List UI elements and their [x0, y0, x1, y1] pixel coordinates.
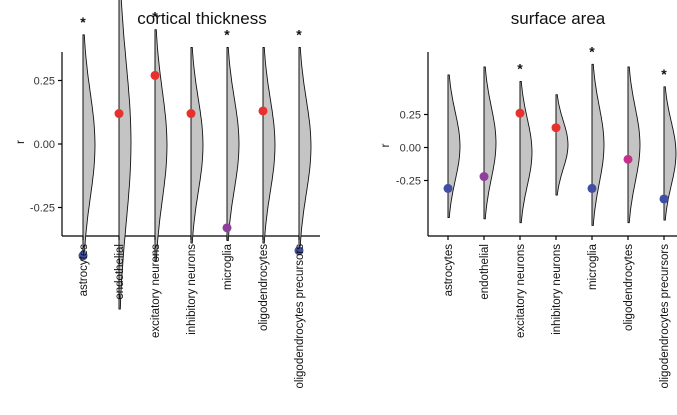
panel-cortical-thickness: cortical thickness r 0.25 0.00 -0.25 * astrocy…: [13, 0, 320, 388]
observed-point: [78, 251, 88, 261]
significance-star: *: [296, 26, 302, 42]
category-label: oligodendrocytes precursors: [294, 244, 306, 389]
violin-shape: [262, 47, 276, 244]
observed-point: [150, 70, 160, 80]
significance-star: *: [661, 66, 667, 82]
category-label: astrocytes: [78, 244, 90, 297]
panel-surface-area: surface area r 0.25 0.00 -0.25 astrocytes endo…: [378, 9, 677, 388]
violin-shape: [555, 94, 569, 196]
y-tick-label: 0.25: [34, 76, 55, 88]
violin-shape: [447, 74, 461, 218]
y-tick-label: 0.25: [400, 110, 421, 122]
violin-shape: [82, 34, 96, 257]
category-label: inhibitory neurons: [186, 244, 198, 335]
violin-shape: [519, 81, 533, 224]
y-tick-label: -0.25: [30, 203, 55, 215]
violin-shape: [591, 63, 605, 226]
observed-point: [623, 154, 633, 164]
category-label: oligodendrocytes: [258, 244, 270, 331]
y-axis-label: r: [13, 140, 27, 144]
observed-point: [186, 109, 196, 119]
y-axis-label: r: [378, 144, 392, 148]
significance-star: *: [589, 43, 595, 59]
observed-point: [294, 246, 304, 256]
violin-shape: [190, 47, 204, 244]
significance-star: *: [517, 61, 523, 77]
violin-shape: [627, 66, 641, 224]
category-label: microglia: [222, 243, 234, 290]
significance-star: *: [152, 9, 158, 25]
category-label: endothelial: [479, 244, 491, 300]
category-label: oligodendrocytes precursors: [659, 244, 671, 389]
y-tick-label: 0.00: [400, 143, 421, 155]
observed-point: [515, 108, 525, 118]
observed-point: [587, 183, 597, 193]
violin-shape: [298, 47, 312, 247]
category-label: excitatory neurons: [515, 244, 527, 338]
chart-title: cortical thickness: [137, 9, 266, 28]
category-label: oligodendrocytes: [623, 244, 635, 331]
violin-shape: [118, 0, 132, 310]
y-tick-label: -0.25: [396, 176, 421, 188]
violin-shape: [154, 29, 168, 262]
category-label: microglia: [587, 243, 599, 290]
violin-shape: [226, 47, 240, 241]
category-label: astrocytes: [443, 244, 455, 297]
significance-star: *: [80, 14, 86, 30]
observed-point: [114, 109, 124, 119]
y-tick-label: 0.00: [34, 139, 55, 151]
observed-point: [551, 123, 561, 133]
violin-shape: [483, 66, 497, 220]
category-label: inhibitory neurons: [551, 244, 563, 335]
significance-star: *: [224, 26, 230, 42]
chart-title: surface area: [511, 9, 606, 28]
category-label: excitatory neurons: [150, 244, 162, 338]
observed-point: [222, 223, 232, 233]
observed-point: [659, 194, 669, 204]
violin-shape: [663, 86, 677, 221]
observed-point: [443, 183, 453, 193]
category-label: endothelial: [114, 244, 126, 300]
observed-point: [258, 106, 268, 116]
observed-point: [479, 172, 489, 182]
